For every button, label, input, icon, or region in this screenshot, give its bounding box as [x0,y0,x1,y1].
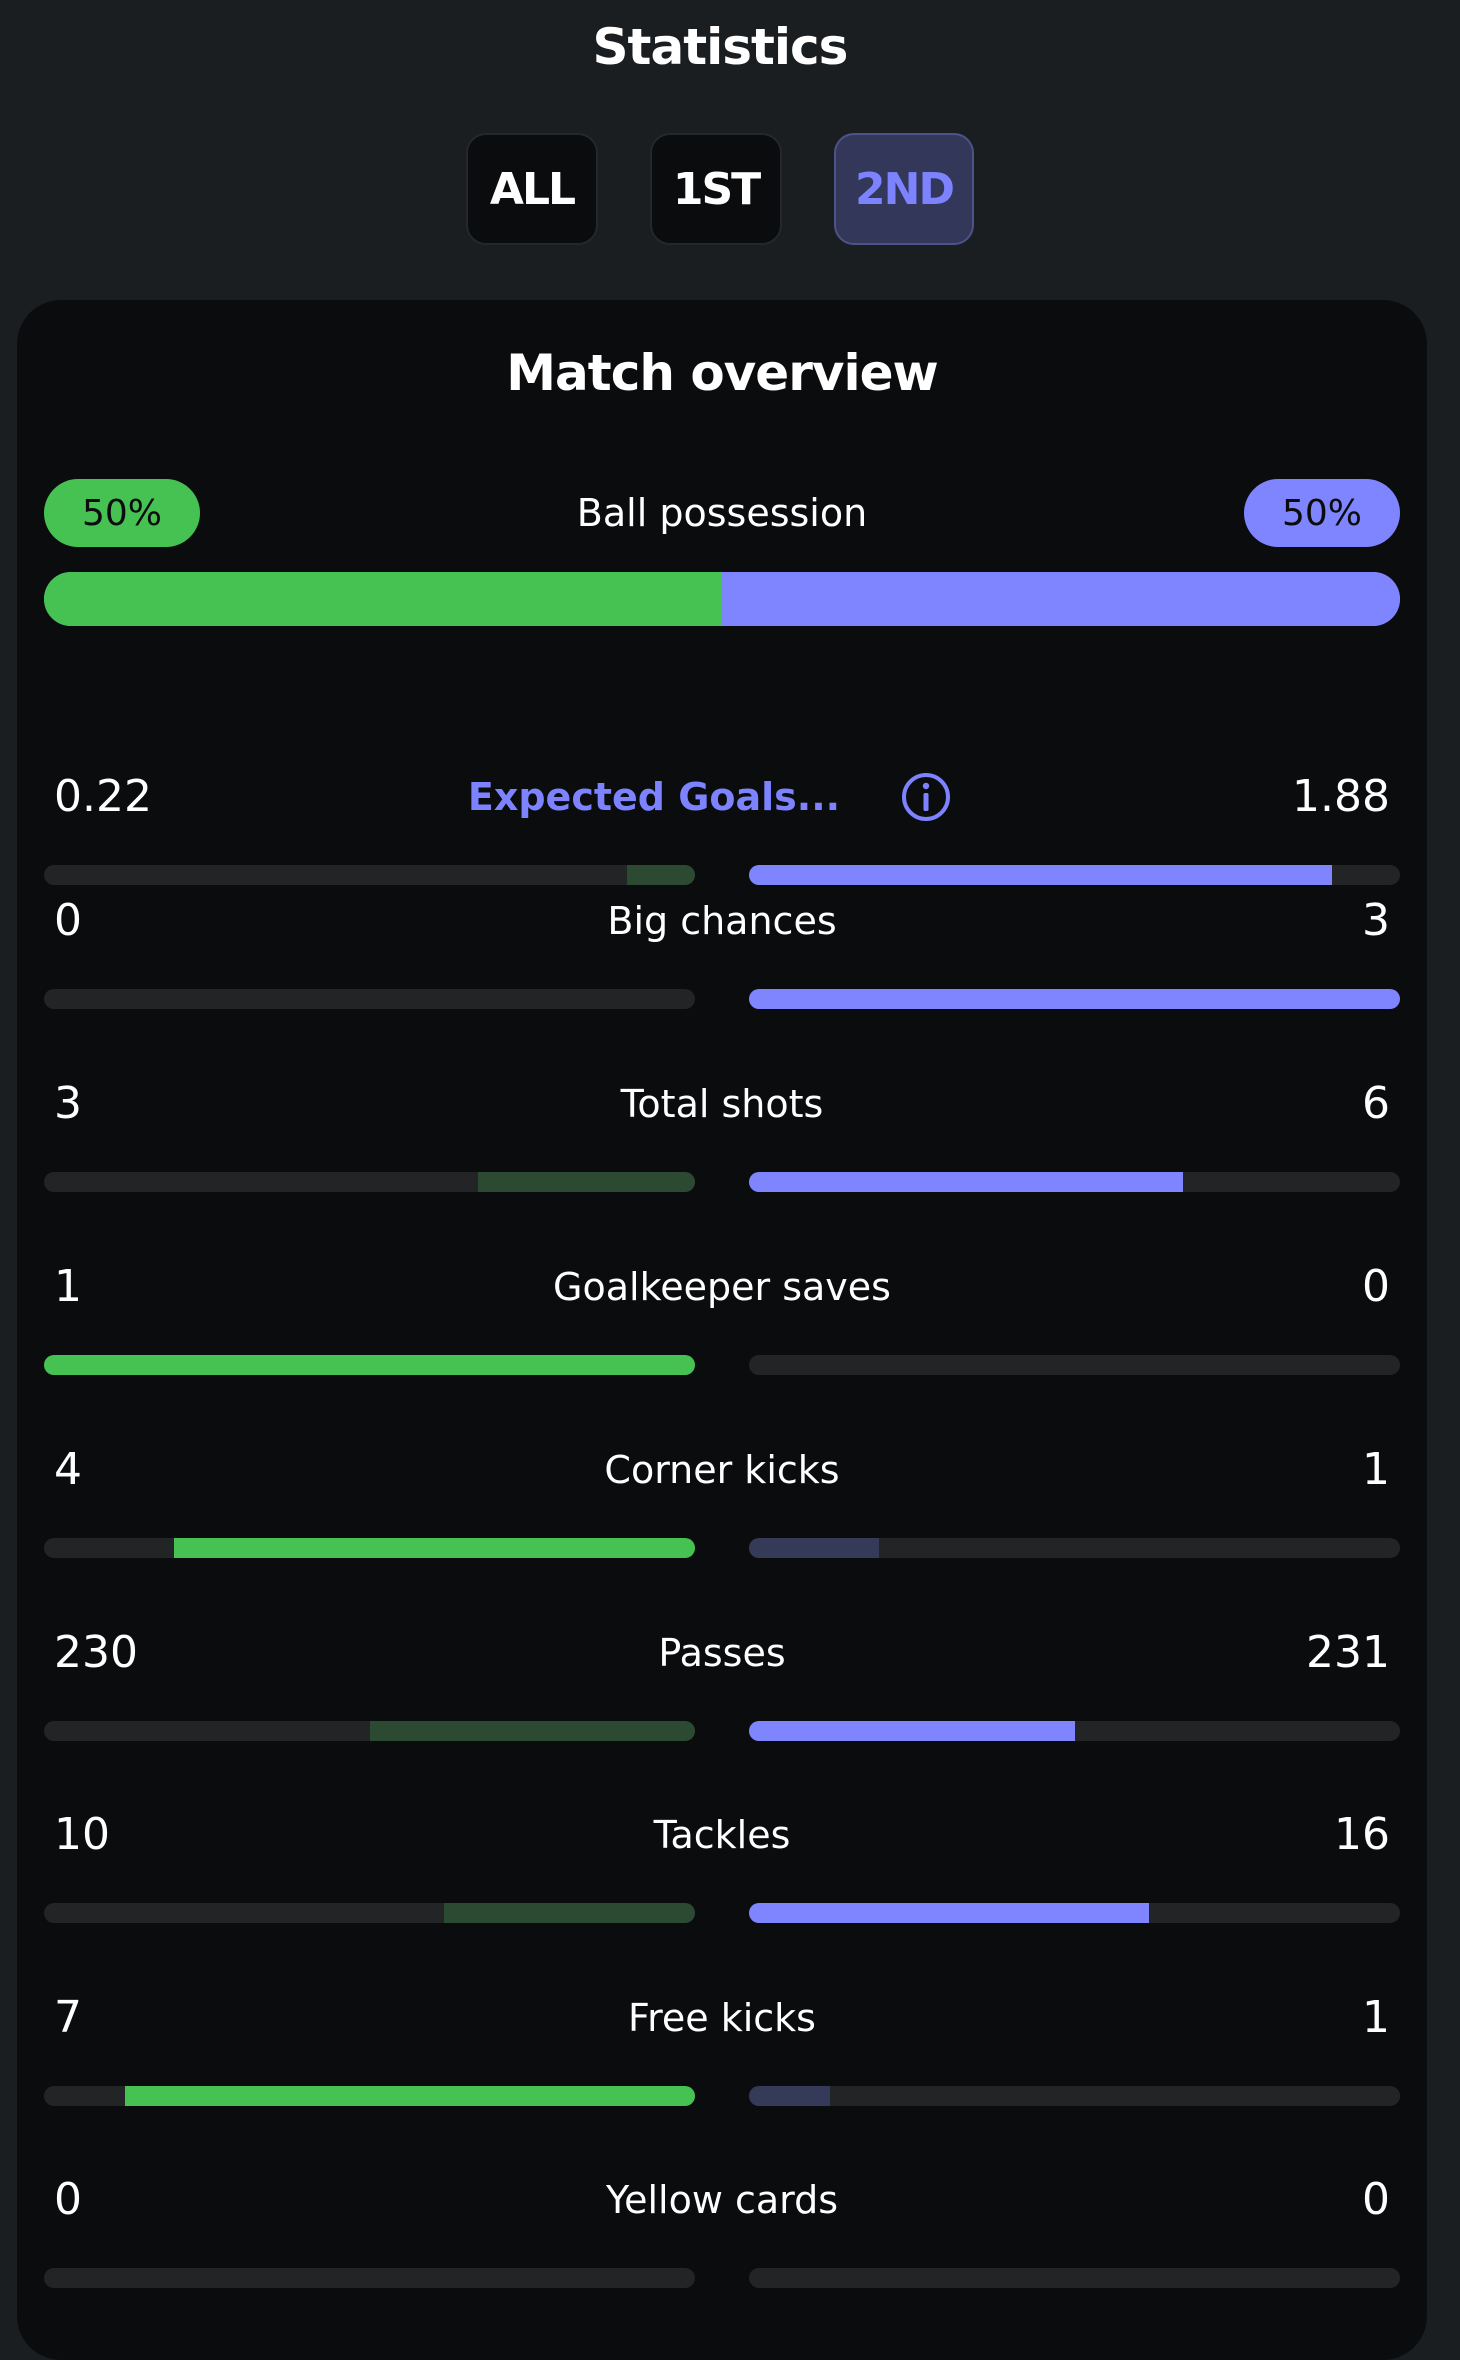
tab-second-half[interactable]: 2ND [834,133,974,245]
away-bar [749,1903,1400,1923]
match-overview-card: Match overview Ball possession 50% 50% E… [17,300,1427,2360]
home-value: 0 [54,895,82,946]
stat-label: Goalkeeper saves [553,1265,891,1309]
home-bar [44,989,695,1009]
stat-row-goalkeeper-saves: Goalkeeper saves 1 0 [44,1257,1400,1377]
home-bar [44,1538,695,1558]
tab-first-half[interactable]: 1ST [650,133,782,245]
tab-all[interactable]: ALL [466,133,598,245]
stat-label-link[interactable]: Expected Goals... [467,775,841,819]
away-value: 231 [1306,1627,1390,1678]
home-bar-fill [626,865,695,885]
stat-row-corner-kicks: Corner kicks 4 1 [44,1440,1400,1560]
home-bar-fill [369,1721,695,1741]
home-value: 4 [54,1444,82,1495]
home-bar [44,2268,695,2288]
home-bar-fill [444,1903,695,1923]
away-possession-fill [722,572,1400,626]
away-bar [749,1172,1400,1192]
home-value: 10 [54,1809,110,1860]
away-value: 16 [1334,1809,1390,1860]
home-value: 1 [54,1261,82,1312]
away-value: 0 [1362,1261,1390,1312]
home-bar-fill [44,1355,695,1375]
away-bar [749,989,1400,1009]
away-value: 1.88 [1292,771,1390,822]
home-bar-fill [478,1172,695,1192]
stat-row-free-kicks: Free kicks 7 1 [44,1988,1400,2108]
stat-row-tackles: Tackles 10 16 [44,1805,1400,1925]
home-value: 0 [54,2174,82,2225]
stat-label: Tackles [653,1813,791,1857]
away-value: 6 [1362,1078,1390,1129]
section-title: Match overview [506,344,938,402]
away-value: 1 [1362,1992,1390,2043]
away-bar [749,2268,1400,2288]
stat-row-big-chances: Big chances 0 3 [44,891,1400,1011]
away-bar-fill [749,2086,831,2106]
away-value: 1 [1362,1444,1390,1495]
away-bar [749,1538,1400,1558]
home-bar [44,2086,695,2106]
possession-bar [44,572,1400,626]
away-bar-fill [749,865,1332,885]
home-value: 230 [54,1627,138,1678]
home-value: 7 [54,1992,82,2043]
stat-row-total-shots: Total shots 3 6 [44,1074,1400,1194]
stat-row-passes: Passes 230 231 [44,1623,1400,1743]
home-bar [44,1172,695,1192]
info-circle-icon[interactable] [900,771,952,823]
home-value: 0.22 [54,771,152,822]
stat-label: Corner kicks [604,1448,840,1492]
stat-label: Big chances [607,899,837,943]
away-bar-fill [749,1538,880,1558]
home-value: 3 [54,1078,82,1129]
away-bar [749,1355,1400,1375]
home-bar [44,1355,695,1375]
stat-label: Ball possession [576,491,868,535]
away-bar-fill [749,1903,1150,1923]
home-bar [44,865,695,885]
stat-row-expected-goals: Expected Goals... 0.22 1.88 [44,767,1400,887]
home-bar [44,1903,695,1923]
away-bar-fill [749,1721,1075,1741]
away-value: 3 [1362,895,1390,946]
away-bar [749,2086,1400,2106]
page-title: Statistics [592,18,849,76]
stat-label: Passes [658,1631,786,1675]
stat-label: Total shots [620,1082,824,1126]
stat-label: Free kicks [628,1996,816,2040]
home-possession-badge: 50% [44,479,200,547]
away-bar-fill [749,1172,1184,1192]
home-possession-fill [44,572,722,626]
stat-label: Yellow cards [605,2178,839,2222]
away-possession-badge: 50% [1244,479,1400,547]
period-tabs: ALL 1ST 2ND [0,133,1440,245]
home-bar-fill [125,2086,695,2106]
stat-row-yellow-cards: Yellow cards 0 0 [44,2170,1400,2290]
ball-possession-row: Ball possession 50% 50% [44,479,1400,547]
away-bar-fill [749,989,1400,1009]
away-bar [749,1721,1400,1741]
away-bar [749,865,1400,885]
home-bar-fill [174,1538,695,1558]
home-bar [44,1721,695,1741]
away-value: 0 [1362,2174,1390,2225]
